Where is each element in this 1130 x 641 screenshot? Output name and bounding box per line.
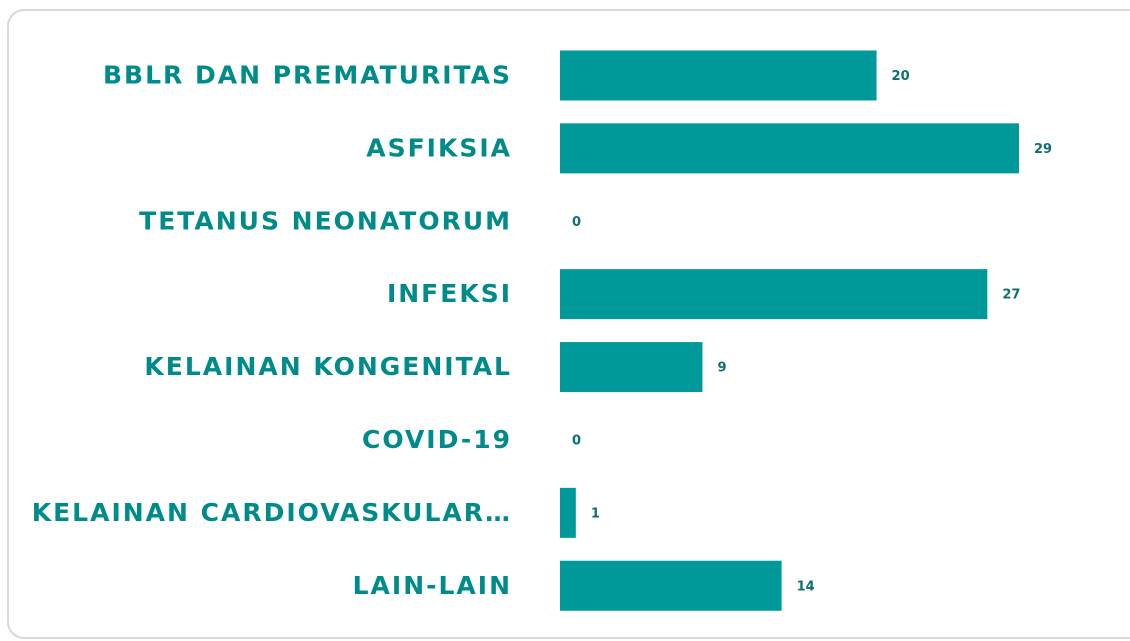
value-label: 0: [572, 215, 581, 230]
value-label: 20: [892, 69, 910, 84]
value-label: 9: [717, 361, 726, 376]
card: [7, 9, 1130, 639]
bar: [560, 123, 1019, 174]
category-label: BBLR DAN PREMATURITAS: [103, 60, 512, 89]
bar: [560, 269, 988, 320]
category-label: LAIN-LAIN: [353, 571, 512, 600]
value-label: 1: [591, 506, 600, 521]
value-label: 27: [1002, 288, 1020, 303]
category-label: KELAINAN CARDIOVASKULAR…: [32, 498, 512, 527]
bar: [560, 50, 877, 101]
category-label: COVID-19: [362, 425, 512, 454]
bar: [560, 487, 576, 538]
bar: [560, 342, 703, 393]
value-label: 29: [1034, 142, 1052, 157]
category-label: ASFIKSIA: [366, 133, 512, 162]
category-label: TETANUS NEONATORUM: [139, 206, 512, 235]
bar: [560, 560, 782, 611]
value-label: 14: [797, 579, 815, 594]
value-label: 0: [572, 433, 581, 448]
category-label: INFEKSI: [387, 279, 512, 308]
category-label: KELAINAN KONGENITAL: [144, 352, 512, 381]
